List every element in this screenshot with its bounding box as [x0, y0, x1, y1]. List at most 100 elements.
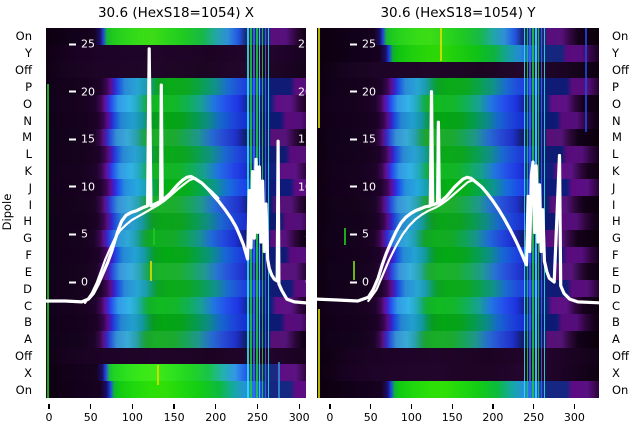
panel-y: 25 20 15 10 5 0 [317, 28, 599, 398]
left-panel-title: 30.6 (HexS18=1054) X [97, 5, 255, 21]
x-axis-tick [90, 404, 92, 409]
category-label-left-k: K [24, 164, 32, 178]
tick-dash [69, 43, 76, 46]
x-axis-tick [256, 404, 259, 409]
tick-dash [350, 185, 357, 188]
x-axis-tick [48, 404, 50, 409]
tick-dash [350, 90, 357, 93]
x-axis-tick-label: 300 [563, 411, 585, 424]
heatmap-row-y [46, 44, 306, 63]
category-label-right-p: P [612, 79, 619, 94]
heatmap-row-m [46, 128, 306, 147]
heatmap-row-l [46, 145, 306, 164]
heatmap-row-b [46, 313, 306, 332]
category-label-left-a: A [24, 332, 32, 347]
category-label-left-off: Off [15, 63, 32, 77]
x-axis-tick-label: 200 [482, 411, 504, 424]
heatmap-row-x [317, 364, 599, 382]
panel-x: 25 25 20 20 15 15 10 10 5 5 0 0 [46, 28, 306, 398]
heatmap-row-h [46, 213, 306, 231]
heatmap-row-off [317, 61, 599, 80]
x-axis-tick-label: 300 [288, 411, 310, 424]
x-axis-tick-label: 200 [205, 411, 227, 424]
heatmap-row-c [46, 297, 306, 315]
heatmap-row-on [317, 381, 599, 398]
right-panel-title: 30.6 (HexS18=1054) Y [380, 5, 536, 21]
overlay-ytick-label: 15 [69, 134, 95, 145]
heatmap-row-m [317, 128, 599, 147]
x-axis-tick-label: 100 [121, 411, 143, 424]
overlay-ytick-value: 25 [362, 37, 376, 51]
category-label-left-b: B [24, 315, 32, 330]
heatmap-row-o [317, 95, 599, 113]
heatmap-stripe [523, 28, 526, 398]
heatmap-row-e [317, 263, 599, 281]
heatmap-row-a [317, 330, 599, 349]
heatmap-stripe [440, 28, 443, 62]
heatmap-row-y [317, 44, 599, 63]
category-label-left-on: On [15, 29, 32, 44]
category-label-left-o: O [22, 96, 32, 111]
tick-dash [350, 138, 357, 141]
x-axis-tick-label: 150 [163, 411, 185, 424]
overlay-ytick-label: 25 [69, 39, 95, 50]
x-axis-tick-label: 0 [45, 411, 53, 424]
heatmap-row-off [46, 61, 306, 80]
overlay-ytick-label: 5 [350, 229, 369, 240]
tick-dash [69, 138, 76, 141]
overlay-ytick-label: 20 [69, 86, 95, 97]
overlay-ytick-label: 10 [350, 181, 376, 192]
category-label-left-x: X [24, 365, 32, 380]
heatmap-row-b [317, 313, 599, 332]
category-label-right-g: G [612, 231, 621, 246]
x-axis-tick-label: 50 [363, 411, 378, 424]
category-label-right-n: N [612, 113, 621, 128]
overlay-ytick-value: 20 [362, 85, 376, 99]
heatmap-row-n [317, 112, 599, 130]
x-axis-tick [492, 404, 494, 409]
tick-dash [69, 185, 76, 188]
heatmap-row-i [46, 196, 306, 214]
x-axis-tick-label: 250 [523, 411, 545, 424]
category-label-right-off: Off [612, 63, 629, 77]
x-axis-tick [533, 404, 535, 409]
category-label-right-x: X [612, 365, 620, 380]
category-label-right-y: Y [612, 46, 620, 61]
category-label-right-h: H [612, 214, 621, 229]
overlay-ytick-value: 0 [81, 275, 88, 289]
heatmap-stripe [152, 227, 155, 245]
heatmap-row-c [317, 297, 599, 315]
x-axis-tick-label: 50 [83, 411, 98, 424]
overlay-ytick-value: 20 [81, 85, 95, 99]
intensity-curve-svg [317, 90, 599, 305]
heatmap-stripe [317, 28, 320, 128]
intensity-curve-main [46, 47, 306, 305]
category-label-left-y: Y [24, 46, 32, 61]
category-label-right-m: M [612, 130, 622, 145]
heatmap-row-a [46, 330, 306, 349]
x-axis-tick [298, 404, 300, 409]
category-label-right-on: On [612, 29, 629, 44]
heatmap-stripe [343, 227, 346, 245]
overlay-ytick-label-right: 15 [298, 132, 306, 146]
overlay-ytick-label: 0 [350, 277, 369, 288]
heatmap-row-e [46, 263, 306, 281]
overlay-ytick-label: 10 [69, 181, 95, 192]
category-label-left-d: D [23, 281, 32, 296]
overlay-ytick-label-right: 5 [305, 229, 306, 240]
category-label-left-p: P [25, 79, 32, 94]
x-axis-tick-label: 250 [247, 411, 268, 424]
heatmap-stripe [267, 28, 270, 398]
tick-dash [350, 43, 357, 46]
overlay-ytick-label-right: 0 [305, 277, 306, 288]
intensity-curve-svg [46, 47, 306, 305]
category-label-right-l: L [612, 147, 619, 162]
x-axis-tick-label: 100 [400, 411, 422, 424]
overlay-ytick-label: 20 [350, 86, 376, 97]
category-label-left-i: I [28, 197, 32, 212]
heatmap-row-d [46, 280, 306, 298]
heatmap-row-p [317, 78, 599, 96]
heatmap-stripe [47, 83, 50, 398]
heatmap-row-o [46, 95, 306, 113]
